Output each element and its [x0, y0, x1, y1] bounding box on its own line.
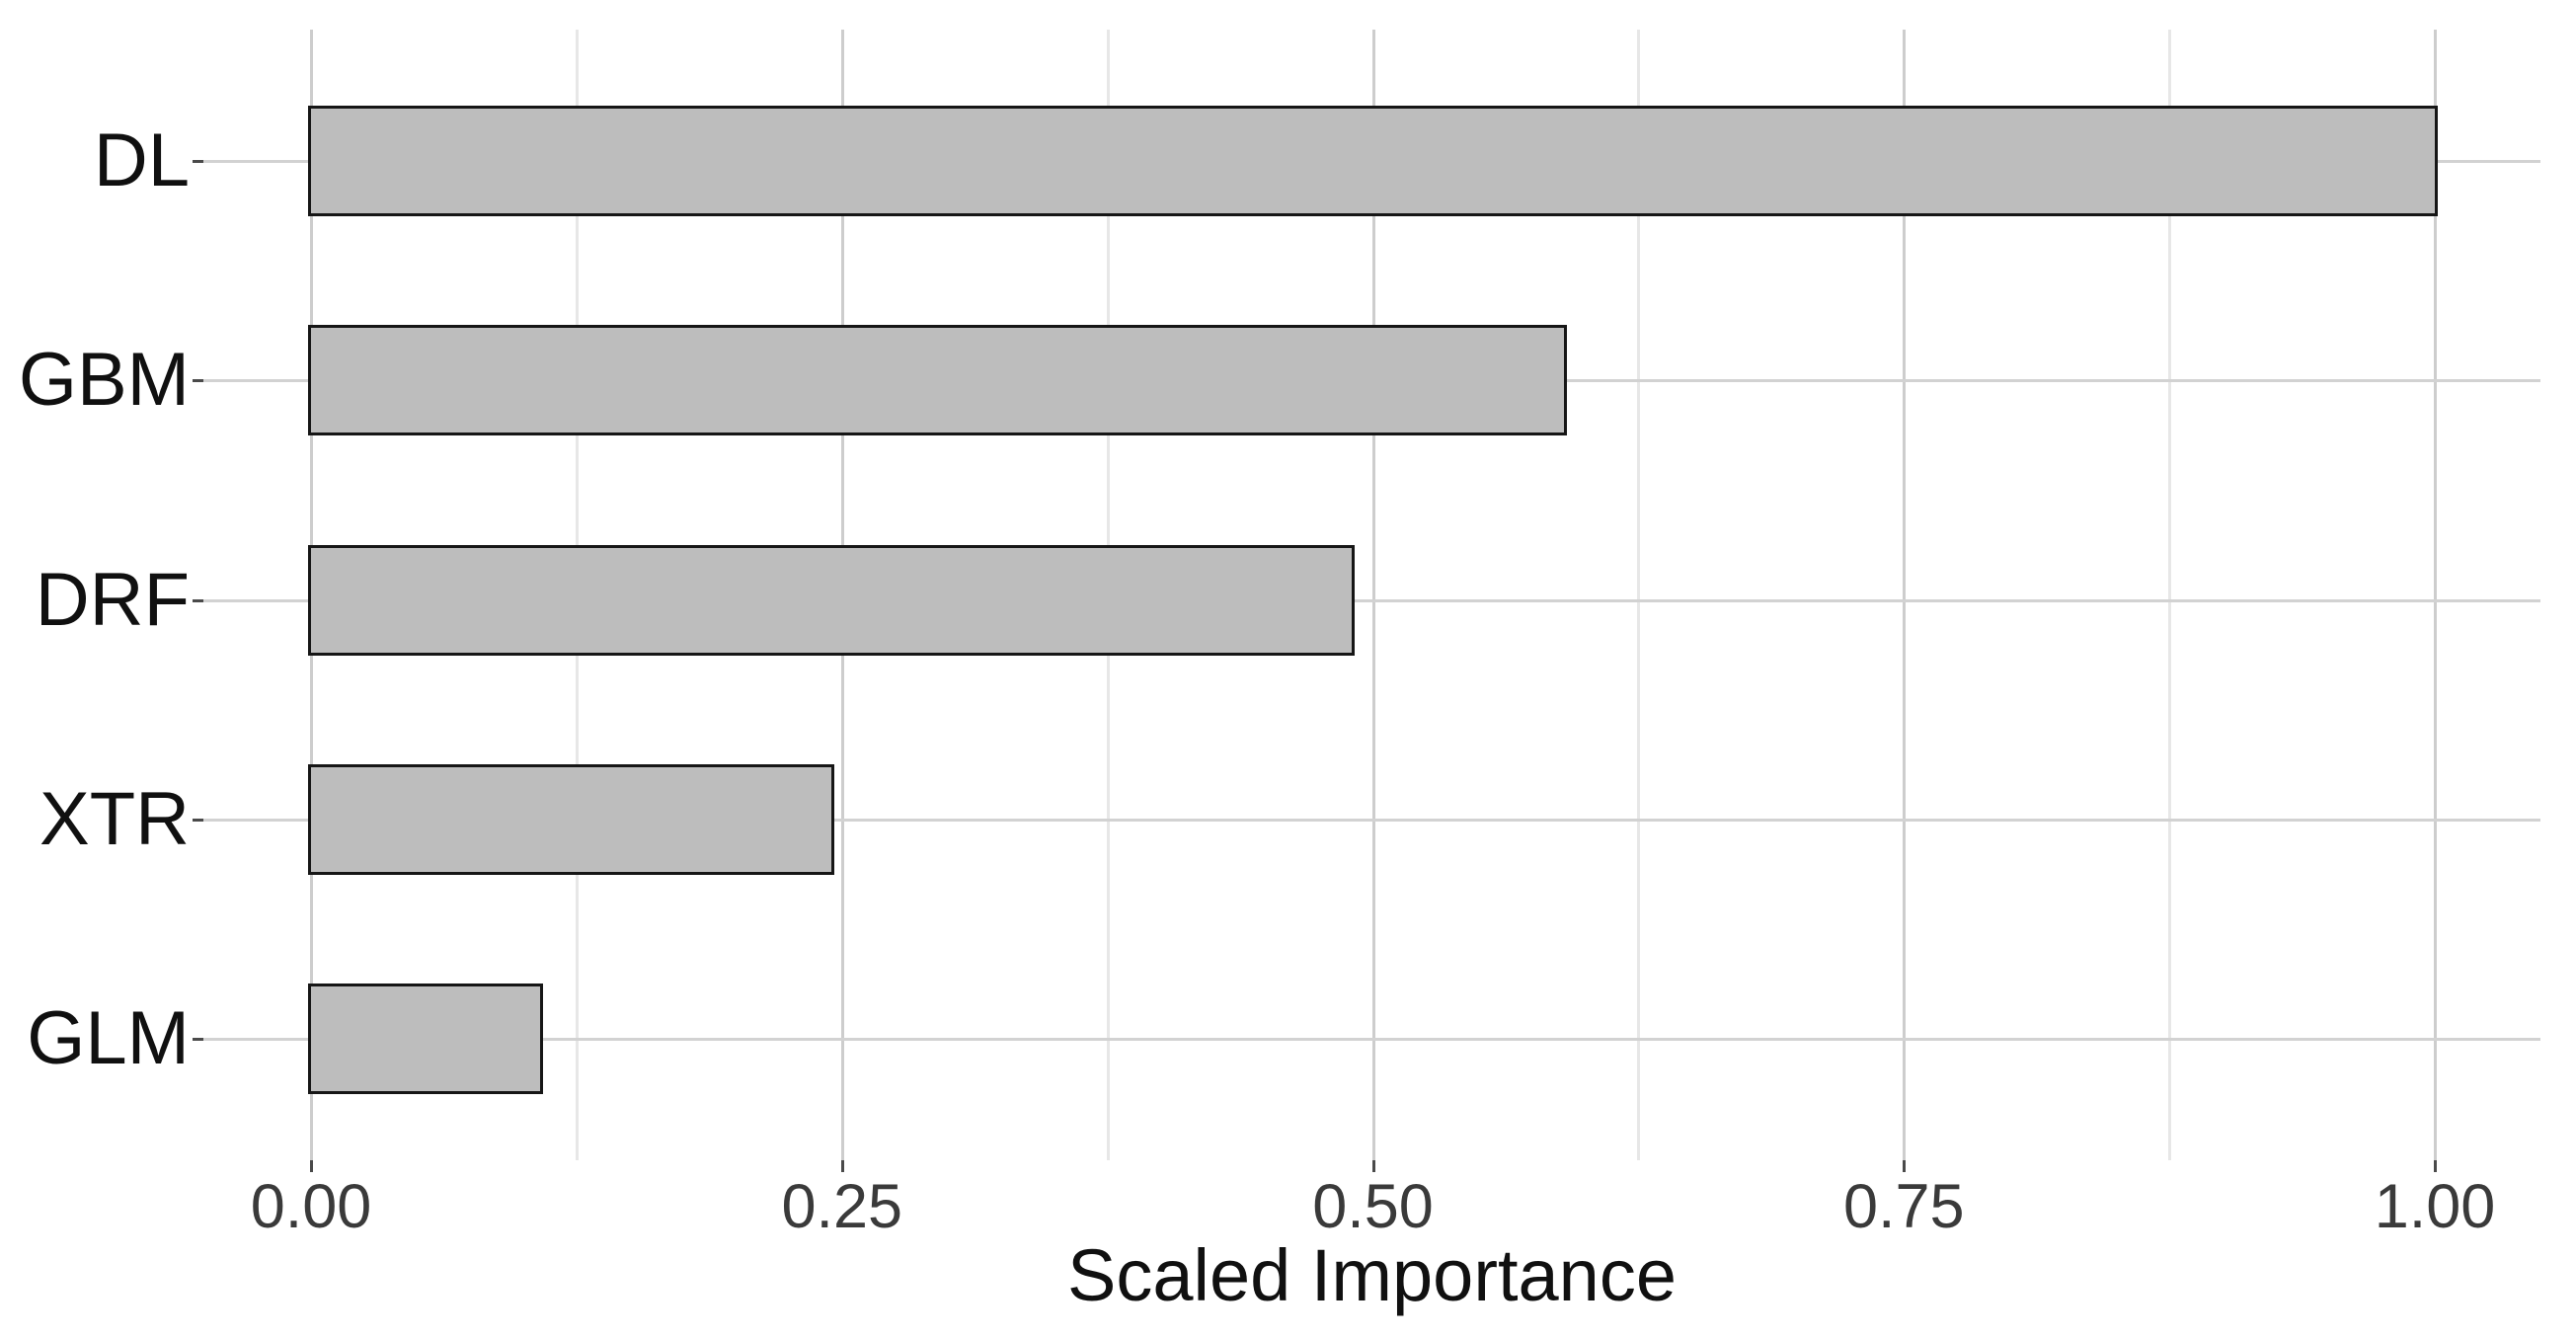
bar-drf: [308, 544, 1355, 656]
x-tick-label: 0.50: [1312, 1172, 1434, 1241]
x-axis-tick: [1903, 1160, 1907, 1172]
major-gridline: [1903, 30, 1907, 1160]
y-axis-tick: [193, 160, 203, 163]
x-axis-title: Scaled Importance: [1066, 1234, 1677, 1316]
y-category-label: GLM: [27, 996, 190, 1080]
minor-gridline: [1637, 30, 1641, 1160]
x-tick-label: 0.25: [781, 1172, 903, 1241]
major-gridline: [1371, 30, 1375, 1160]
bar-dl: [308, 106, 2438, 216]
x-tick-label: 1.00: [2374, 1172, 2496, 1241]
minor-gridline: [2168, 30, 2172, 1160]
x-axis-tick: [1371, 1160, 1375, 1172]
x-tick-label: 0.75: [1842, 1172, 1965, 1241]
y-axis-tick: [193, 1038, 203, 1041]
x-axis-tick: [2434, 1160, 2437, 1172]
y-axis-tick: [193, 818, 203, 822]
bar-glm: [308, 984, 543, 1094]
x-tick-label: 0.00: [250, 1172, 372, 1241]
category-gridline: [203, 1038, 2540, 1041]
bar-gbm: [308, 325, 1567, 436]
y-category-label: DRF: [35, 557, 190, 642]
y-axis-tick: [193, 598, 203, 602]
y-category-label: XTR: [39, 776, 190, 861]
x-axis-tick: [840, 1160, 844, 1172]
x-axis-tick: [310, 1160, 313, 1172]
major-gridline: [2434, 30, 2437, 1160]
y-category-label: GBM: [18, 338, 190, 423]
category-gridline: [203, 598, 2540, 602]
y-category-label: DL: [93, 118, 190, 202]
y-axis-tick: [193, 379, 203, 383]
bar-xtr: [308, 763, 834, 875]
category-gridline: [203, 818, 2540, 822]
